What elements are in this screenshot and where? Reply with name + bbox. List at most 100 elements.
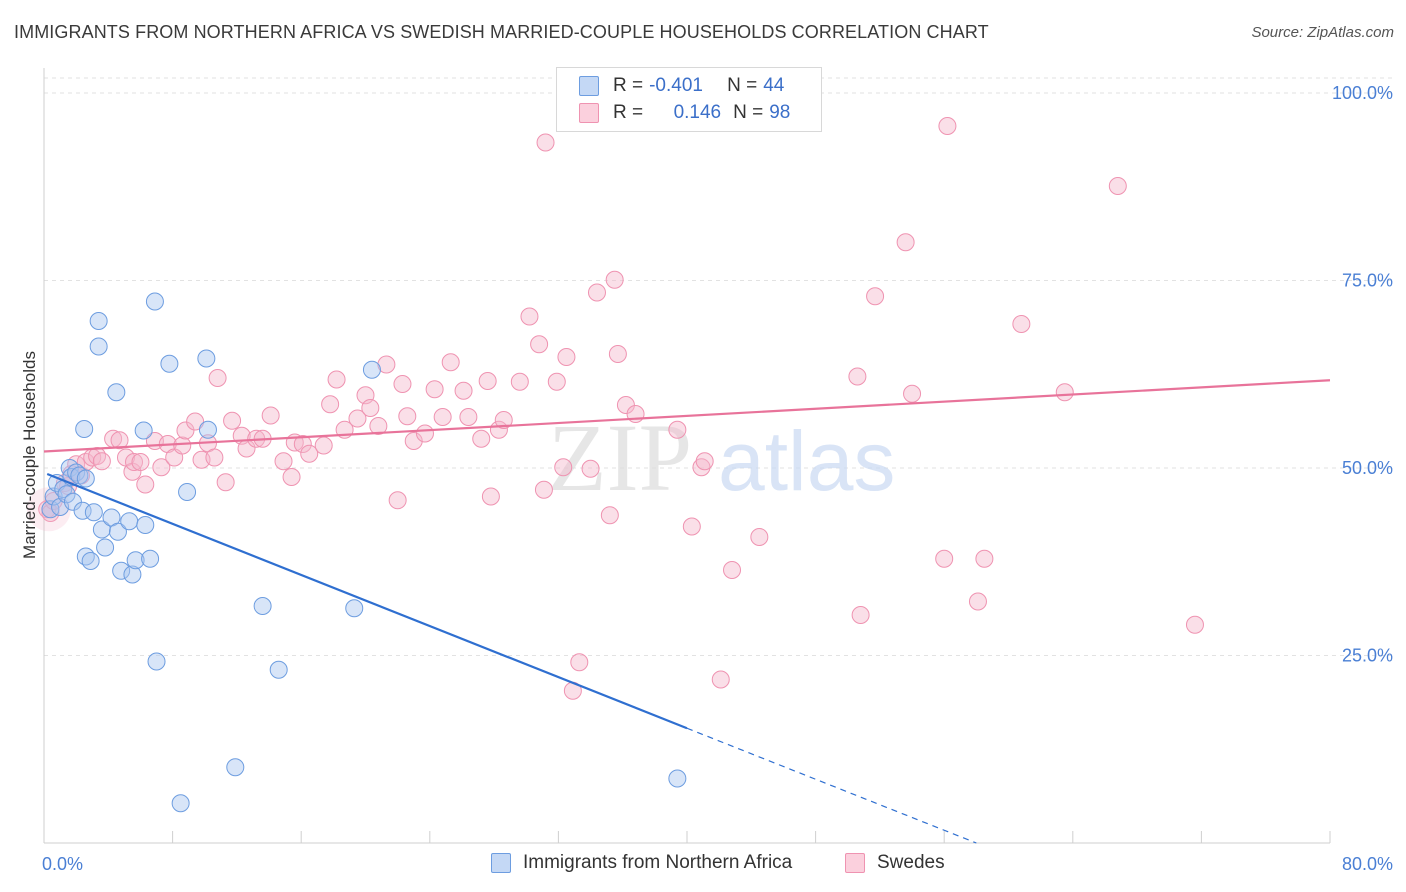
swedes-point [293, 435, 312, 453]
immigrants-point [226, 758, 245, 777]
swedes-point [425, 380, 444, 399]
trend-lines [43, 379, 1331, 844]
swedes-point [935, 549, 954, 568]
swedes-point [711, 670, 730, 689]
swedes-point [536, 133, 555, 152]
series-legend-swedes[interactable]: Swedes [845, 852, 945, 874]
series-legend-immigrants[interactable]: Immigrants from Northern Africa [491, 852, 792, 874]
legend-swatch-swedes [579, 103, 599, 123]
immigrants-point [134, 421, 153, 440]
swedes-point [968, 592, 987, 611]
immigrants-point [197, 349, 216, 368]
swedes-point [377, 355, 396, 374]
immigrants-point [668, 769, 687, 788]
immigrants-point [126, 551, 145, 570]
immigrants-trend-line [46, 472, 688, 730]
correlation-legend: R = -0.401 N = 44 R = 0.146 N = 98 [556, 67, 822, 132]
swedes-point [1055, 383, 1074, 402]
series-label-swedes: Swedes [877, 852, 945, 873]
legend-r-label: R = [613, 102, 644, 123]
immigrants-point [57, 485, 76, 504]
swedes-point [682, 517, 701, 536]
swedes-point [415, 424, 434, 443]
swedes-point [459, 408, 478, 426]
immigrants-point [198, 420, 217, 439]
swedes-point [547, 372, 566, 391]
swedes-point [866, 287, 885, 306]
legend-n-value: 98 [769, 102, 791, 123]
legend-r-value: 0.146 [673, 102, 722, 123]
swedes-point [393, 375, 412, 393]
swedes-point [750, 528, 769, 546]
swedes-point [152, 458, 171, 477]
swedes-point [1012, 315, 1031, 333]
swedes-point [274, 452, 293, 471]
immigrants-point [345, 599, 364, 618]
swedes-point [398, 407, 417, 426]
swedes-point [92, 452, 111, 471]
swedes-point [125, 453, 144, 471]
legend-n-label: N = [727, 75, 758, 96]
swedes-point [557, 348, 576, 366]
swedes-point [723, 561, 742, 579]
legend-row-immigrants: R = -0.401 N = 44 [579, 73, 784, 99]
swedes-point [896, 233, 915, 252]
swedes-point [261, 406, 280, 425]
legend-row-swedes: R = 0.146 N = 98 [579, 100, 790, 126]
grid-lines [44, 77, 1392, 656]
swedes-point [300, 444, 319, 463]
immigrants-point [63, 492, 82, 511]
x-tick-label: 80.0% [1342, 854, 1393, 874]
swedes-point [851, 606, 870, 624]
swedes-point [848, 367, 867, 386]
swedes-point [695, 452, 714, 471]
swedes-point [348, 409, 367, 428]
swedes-point [327, 370, 346, 389]
immigrants-point [75, 420, 94, 438]
swedes-point [975, 549, 994, 568]
swedes-point [361, 399, 380, 417]
y-tick-label: 25.0% [1342, 646, 1393, 666]
y-tick-label: 100.0% [1332, 83, 1393, 103]
swedes-point [314, 436, 333, 455]
swedes-point [454, 381, 473, 400]
swedes-point [608, 345, 627, 363]
swedes-points [26, 84, 1204, 700]
immigrants-point [92, 520, 111, 539]
swedes-point [554, 458, 573, 477]
swedes-point [692, 458, 711, 477]
swedes-point [433, 408, 452, 426]
series-legend: Immigrants from Northern Africa Swedes [0, 852, 1406, 878]
immigrants-point [145, 292, 164, 311]
immigrants-point [76, 469, 95, 488]
series-swatch-immigrants [491, 853, 511, 873]
legend-n-label: N = [733, 102, 764, 123]
immigrants-point [141, 549, 160, 568]
swedes-point [1185, 615, 1204, 634]
immigrants-point [178, 483, 197, 501]
swedes-point [223, 411, 242, 430]
swedes-point [494, 411, 513, 429]
swedes-point [605, 270, 624, 289]
immigrants-point [362, 360, 381, 379]
chart-title: IMMIGRANTS FROM NORTHERN AFRICA VS SWEDI… [14, 22, 989, 42]
swedes-point [581, 459, 600, 478]
legend-r-value: -0.401 [649, 75, 703, 96]
immigrants-point [89, 312, 108, 330]
immigrants-point [81, 552, 100, 570]
immigrants-point [84, 503, 103, 522]
immigrants-point [60, 459, 79, 477]
swedes-point [481, 487, 500, 506]
swedes-point [208, 369, 227, 387]
immigrants-point [253, 597, 272, 615]
swedes-point [587, 283, 606, 302]
swedes-point [478, 372, 497, 390]
swedes-point [1108, 177, 1127, 195]
swedes-point [282, 468, 301, 486]
immigrants-point [112, 561, 131, 580]
swedes-point [570, 653, 589, 672]
immigrants-point [160, 354, 179, 373]
swedes-point [176, 421, 195, 440]
immigrants-point [108, 522, 127, 541]
swedes-point [600, 506, 619, 525]
